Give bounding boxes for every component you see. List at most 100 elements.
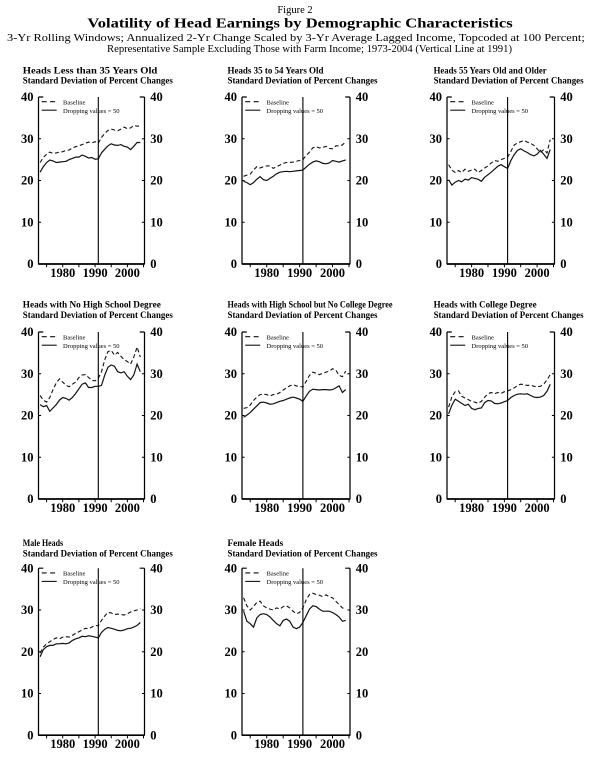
svg-text:10: 10 — [356, 215, 369, 229]
svg-text:Heads 35 to 54 Years Old: Heads 35 to 54 Years Old — [228, 67, 325, 77]
svg-text:30: 30 — [150, 132, 163, 146]
svg-text:40: 40 — [150, 561, 163, 575]
svg-text:1980: 1980 — [459, 266, 484, 280]
svg-text:Dropping values = 50: Dropping values = 50 — [267, 579, 324, 586]
svg-text:Baseline: Baseline — [63, 99, 85, 106]
svg-text:Standard Deviation of Percent: Standard Deviation of Percent Changes — [434, 311, 584, 321]
svg-text:1990: 1990 — [83, 266, 108, 280]
svg-text:10: 10 — [225, 450, 238, 464]
svg-text:1980: 1980 — [254, 266, 279, 280]
svg-text:Heads 55 Years Old and Older: Heads 55 Years Old and Older — [434, 67, 548, 77]
svg-text:30: 30 — [150, 367, 163, 381]
svg-text:1990: 1990 — [287, 266, 312, 280]
svg-text:Dropping values = 50: Dropping values = 50 — [472, 108, 529, 115]
svg-text:3-Yr Rolling Windows; Annualiz: 3-Yr Rolling Windows; Annualized 2-Yr Ch… — [7, 33, 585, 44]
svg-text:1980: 1980 — [459, 501, 484, 515]
svg-text:Female Heads: Female Heads — [228, 539, 284, 549]
svg-text:30: 30 — [21, 367, 34, 381]
svg-text:1990: 1990 — [287, 501, 312, 515]
svg-text:20: 20 — [560, 174, 573, 188]
svg-text:2000: 2000 — [115, 737, 140, 751]
svg-text:Standard Deviation of Percent: Standard Deviation of Percent Changes — [23, 550, 173, 560]
svg-text:0: 0 — [436, 257, 442, 271]
svg-text:40: 40 — [150, 325, 163, 339]
svg-text:Standard Deviation of Percent: Standard Deviation of Percent Changes — [434, 77, 584, 87]
svg-text:30: 30 — [225, 132, 238, 146]
svg-text:40: 40 — [430, 90, 443, 104]
svg-text:0: 0 — [27, 257, 33, 271]
svg-text:0: 0 — [356, 728, 362, 742]
svg-text:Male Heads: Male Heads — [23, 539, 64, 549]
svg-text:10: 10 — [356, 450, 369, 464]
svg-text:30: 30 — [150, 603, 163, 617]
svg-text:1980: 1980 — [254, 737, 279, 751]
svg-text:0: 0 — [436, 492, 442, 506]
svg-text:40: 40 — [560, 90, 573, 104]
svg-text:2000: 2000 — [115, 266, 140, 280]
svg-text:30: 30 — [430, 132, 443, 146]
svg-text:10: 10 — [560, 215, 573, 229]
svg-text:Dropping values = 50: Dropping values = 50 — [267, 108, 324, 115]
svg-text:0: 0 — [356, 492, 362, 506]
svg-text:0: 0 — [150, 492, 156, 506]
svg-text:10: 10 — [225, 215, 238, 229]
svg-text:2000: 2000 — [115, 501, 140, 515]
svg-text:2000: 2000 — [320, 501, 345, 515]
svg-text:40: 40 — [356, 90, 369, 104]
svg-text:Heads with High School but No: Heads with High School but No College De… — [228, 300, 393, 310]
svg-text:Baseline: Baseline — [267, 99, 289, 106]
svg-text:2000: 2000 — [320, 266, 345, 280]
svg-text:0: 0 — [27, 492, 33, 506]
svg-text:10: 10 — [150, 687, 163, 701]
svg-text:Baseline: Baseline — [472, 334, 494, 341]
svg-text:1990: 1990 — [83, 501, 108, 515]
svg-text:0: 0 — [356, 257, 362, 271]
svg-text:10: 10 — [430, 215, 443, 229]
svg-text:40: 40 — [21, 90, 34, 104]
svg-text:30: 30 — [560, 132, 573, 146]
svg-text:Baseline: Baseline — [63, 571, 85, 578]
svg-text:Standard Deviation of Percent: Standard Deviation of Percent Changes — [23, 311, 173, 321]
svg-text:40: 40 — [560, 325, 573, 339]
svg-text:30: 30 — [356, 603, 369, 617]
svg-text:10: 10 — [21, 450, 34, 464]
svg-text:Dropping values = 50: Dropping values = 50 — [472, 343, 529, 350]
svg-text:1990: 1990 — [492, 266, 517, 280]
svg-text:1990: 1990 — [492, 501, 517, 515]
svg-text:0: 0 — [231, 492, 237, 506]
svg-text:20: 20 — [560, 409, 573, 423]
svg-text:40: 40 — [21, 325, 34, 339]
svg-text:20: 20 — [356, 409, 369, 423]
svg-text:10: 10 — [560, 450, 573, 464]
svg-text:30: 30 — [21, 132, 34, 146]
svg-text:40: 40 — [356, 325, 369, 339]
svg-text:20: 20 — [225, 409, 238, 423]
svg-text:10: 10 — [21, 687, 34, 701]
svg-text:30: 30 — [225, 603, 238, 617]
svg-text:10: 10 — [356, 687, 369, 701]
svg-text:Heads with No High School Degr: Heads with No High School Degree — [23, 300, 161, 310]
svg-text:Representative Sample Excludin: Representative Sample Excluding Those wi… — [107, 44, 512, 55]
svg-text:Heads with College Degree: Heads with College Degree — [434, 300, 537, 310]
svg-text:30: 30 — [225, 367, 238, 381]
svg-text:2000: 2000 — [525, 266, 550, 280]
svg-text:Dropping values = 50: Dropping values = 50 — [267, 343, 324, 350]
svg-text:Standard Deviation of Percent: Standard Deviation of Percent Changes — [23, 77, 173, 87]
svg-text:Dropping values = 50: Dropping values = 50 — [63, 343, 120, 350]
svg-text:10: 10 — [21, 215, 34, 229]
svg-text:0: 0 — [150, 728, 156, 742]
svg-text:20: 20 — [21, 645, 34, 659]
svg-text:30: 30 — [430, 367, 443, 381]
svg-text:Dropping values = 50: Dropping values = 50 — [63, 579, 120, 586]
svg-text:30: 30 — [356, 132, 369, 146]
svg-text:40: 40 — [225, 90, 238, 104]
svg-text:0: 0 — [560, 492, 566, 506]
svg-text:40: 40 — [21, 561, 34, 575]
svg-text:30: 30 — [560, 367, 573, 381]
svg-text:40: 40 — [150, 90, 163, 104]
svg-text:30: 30 — [356, 367, 369, 381]
svg-text:0: 0 — [231, 728, 237, 742]
svg-text:10: 10 — [225, 687, 238, 701]
svg-text:Standard Deviation of Percent: Standard Deviation of Percent Changes — [228, 77, 378, 87]
svg-text:Baseline: Baseline — [63, 334, 85, 341]
